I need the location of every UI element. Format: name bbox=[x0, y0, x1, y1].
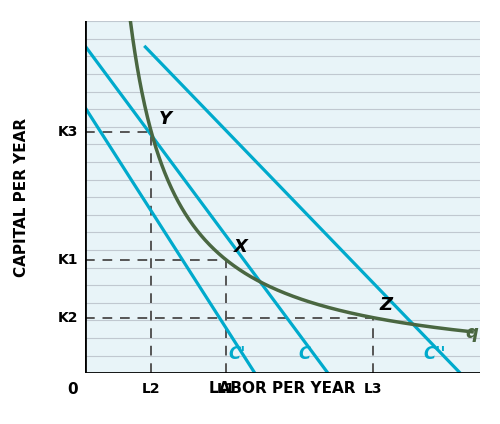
Text: K2: K2 bbox=[58, 311, 78, 325]
Text: Z: Z bbox=[380, 296, 392, 314]
X-axis label: LABOR PER YEAR: LABOR PER YEAR bbox=[209, 382, 356, 396]
Text: X: X bbox=[234, 238, 247, 256]
Text: K3: K3 bbox=[58, 125, 78, 139]
Text: C'': C'' bbox=[424, 345, 446, 363]
Text: C': C' bbox=[228, 345, 246, 363]
Text: Y: Y bbox=[158, 110, 172, 128]
Text: K1: K1 bbox=[58, 253, 78, 267]
Text: q: q bbox=[465, 324, 478, 342]
Text: L1: L1 bbox=[217, 382, 236, 396]
Text: L3: L3 bbox=[364, 382, 382, 396]
Text: CAPITAL PER YEAR: CAPITAL PER YEAR bbox=[14, 117, 30, 277]
Text: C: C bbox=[298, 345, 310, 363]
Text: 0: 0 bbox=[68, 382, 78, 397]
Text: L2: L2 bbox=[142, 382, 161, 396]
